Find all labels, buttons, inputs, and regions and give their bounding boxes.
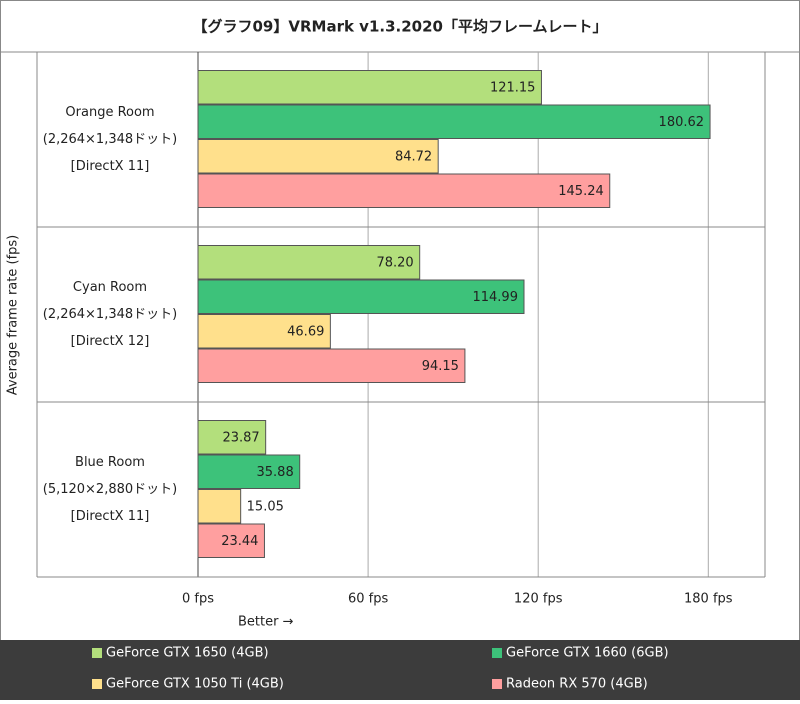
chart-title: 【グラフ09】VRMark v1.3.2020「平均フレームレート」 (192, 18, 607, 36)
bar (197, 489, 242, 524)
category-label: (2,264×1,348ドット) (43, 132, 177, 147)
bar (197, 139, 439, 174)
category-label: Cyan Room (73, 280, 147, 295)
bar (197, 348, 466, 383)
x-tick-label: 0 fps (182, 592, 214, 607)
category-label: [DirectX 11] (71, 159, 150, 174)
bar (197, 245, 421, 280)
x-note: Better → (238, 615, 294, 630)
bar (197, 173, 611, 208)
bar (197, 70, 542, 105)
legend-label: GeForce GTX 1050 Ti (4GB) (106, 677, 284, 692)
value-label: 94.15 (422, 359, 459, 374)
category-label: Orange Room (65, 105, 154, 120)
value-label: 23.87 (222, 430, 259, 445)
value-label: 15.05 (247, 499, 284, 514)
value-label: 35.88 (257, 465, 294, 480)
x-tick-label: 60 fps (348, 592, 389, 607)
bar (197, 420, 267, 455)
bar (197, 104, 711, 139)
x-tick-label: 120 fps (514, 592, 563, 607)
y-axis-label: Average frame rate (fps) (6, 235, 21, 395)
category-label: [DirectX 12] (71, 334, 150, 349)
category-label: (2,264×1,348ドット) (43, 307, 177, 322)
value-label: 78.20 (376, 255, 413, 270)
value-label: 23.44 (221, 534, 258, 549)
bar (197, 523, 265, 558)
value-label: 121.15 (490, 80, 536, 95)
bar (197, 454, 301, 489)
legend-swatch (92, 679, 102, 689)
legend-label: GeForce GTX 1660 (6GB) (506, 646, 669, 661)
legend-swatch (492, 648, 502, 658)
category-label: (5,120×2,880ドット) (43, 482, 177, 497)
x-tick-label: 180 fps (684, 592, 733, 607)
bar (197, 279, 525, 314)
legend-label: Radeon RX 570 (4GB) (506, 677, 648, 692)
legend-swatch (492, 679, 502, 689)
bar (197, 314, 331, 349)
value-label: 180.62 (659, 115, 705, 130)
value-label: 114.99 (472, 290, 518, 305)
value-label: 145.24 (558, 184, 604, 199)
legend-box (0, 640, 800, 700)
legend-label: GeForce GTX 1650 (4GB) (106, 646, 269, 661)
value-label: 84.72 (395, 149, 432, 164)
legend-swatch (92, 648, 102, 658)
value-label: 46.69 (287, 324, 324, 339)
category-label: [DirectX 11] (71, 509, 150, 524)
category-label: Blue Room (75, 455, 145, 470)
